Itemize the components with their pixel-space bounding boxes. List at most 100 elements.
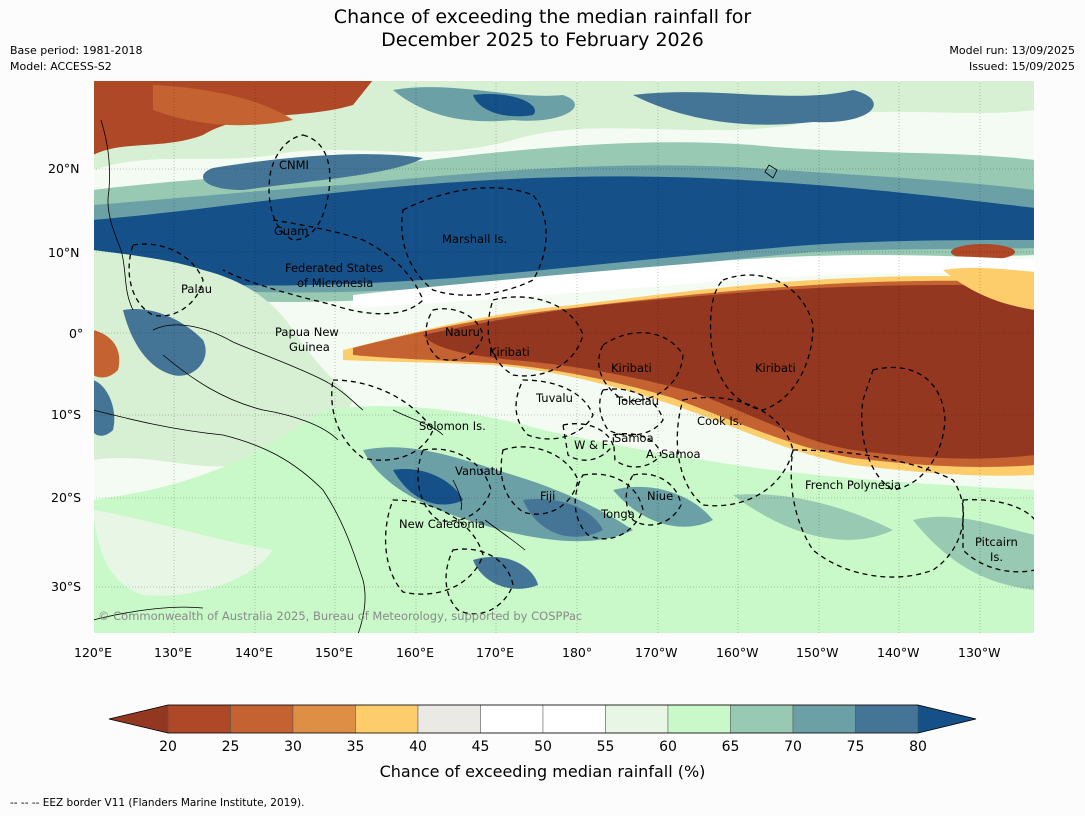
eez-kiribati-west xyxy=(487,296,584,377)
region-labels: CNMI Guam Marshall Is. Federated States … xyxy=(181,158,1018,564)
colorbar-segment-65-70 xyxy=(730,704,794,734)
eez-tonga xyxy=(574,473,644,540)
dry-east-edge xyxy=(943,267,1035,310)
small-dry-patch xyxy=(951,244,1015,260)
label-solomon: Solomon Is. xyxy=(419,419,486,433)
colorbar-tick: 65 xyxy=(722,739,740,755)
label-fsm-line-2: of Micronesia xyxy=(297,276,373,290)
label-tokelau: Tokelau xyxy=(615,394,659,408)
eez-wallis-futuna xyxy=(562,423,614,461)
meta-left: Base period: 1981-2018 Model: ACCESS-S2 xyxy=(10,43,142,75)
colorbar-segment-25-30 xyxy=(230,704,294,734)
eez-samoa xyxy=(612,433,662,468)
colorbar-tick: 70 xyxy=(784,739,802,755)
north-wet-patch-3 xyxy=(473,94,535,117)
eez-cook xyxy=(676,396,794,507)
label-new-caledonia: New Caledonia xyxy=(399,517,485,531)
north-wet-patch-2 xyxy=(633,90,874,125)
label-tonga: Tonga xyxy=(600,507,635,521)
label-french-polynesia: French Polynesia xyxy=(805,478,901,492)
lat-label-10n: 10°N xyxy=(48,245,80,260)
map-area: CNMI Guam Marshall Is. Federated States … xyxy=(93,80,1035,634)
north-west-dry-2 xyxy=(153,85,293,126)
colorbar-tick: 20 xyxy=(159,739,177,755)
colorbar-tick: 60 xyxy=(659,739,677,755)
lon-label-150w: 150°W xyxy=(796,645,839,660)
solomon-coast xyxy=(392,409,444,436)
title-line-1: Chance of exceeding the median rainfall … xyxy=(333,6,752,28)
colorbar-ticks: 20 25 30 35 40 45 50 55 60 65 70 75 80 xyxy=(159,739,927,755)
colorbar-segment-20-25 xyxy=(167,704,231,734)
colorbar-outline xyxy=(108,704,977,734)
lon-label-150e: 150°E xyxy=(315,645,354,660)
lat-label-20s: 20°S xyxy=(51,490,82,505)
lat-label-0: 0° xyxy=(69,326,84,341)
label-american-samoa: A. Samoa xyxy=(646,447,701,461)
label-vanuatu: Vanuatu xyxy=(455,464,502,478)
title-line-2: December 2025 to February 2026 xyxy=(381,29,704,51)
map-border xyxy=(93,80,1035,634)
lon-label-170w: 170°W xyxy=(635,645,678,660)
lon-label-170e: 170°E xyxy=(476,645,515,660)
wet-band-upper xyxy=(203,154,423,190)
new-guinea-south-coast xyxy=(162,354,339,441)
colorbar-segment-75-80 xyxy=(855,704,919,734)
eez-solomon xyxy=(331,379,434,461)
label-kiribati-central: Kiribati xyxy=(611,361,652,375)
lon-label-160w: 160°W xyxy=(716,645,759,660)
colorbar-title: Chance of exceeding median rainfall (%) xyxy=(379,762,706,781)
colorbar-tick: 50 xyxy=(534,739,552,755)
colorbar-tick: 80 xyxy=(909,739,927,755)
eez-palau xyxy=(128,243,204,317)
label-cnmi: CNMI xyxy=(279,158,309,172)
colorbar-tick: 30 xyxy=(284,739,302,755)
white-gap xyxy=(353,255,1035,308)
label-wallis-futuna: W & F xyxy=(574,438,608,452)
eez-tuvalu xyxy=(515,379,594,440)
colorbar-segment-35-40 xyxy=(355,704,419,734)
label-kiribati-east: Kiribati xyxy=(755,361,796,375)
colorbar: 20 25 30 35 40 45 50 55 60 65 70 75 80 xyxy=(108,704,977,755)
eez-footnote: -- -- -- EEZ border V11 (Flanders Marine… xyxy=(10,797,305,809)
lon-label-180: 180° xyxy=(562,645,593,660)
model-run: Model run: 13/09/2025 xyxy=(949,44,1075,57)
vanuatu-coast xyxy=(452,479,462,511)
new-guinea-coast xyxy=(152,324,364,411)
australia-coast xyxy=(93,409,366,634)
eez-norfolk xyxy=(445,548,514,615)
label-cook: Cook Is. xyxy=(697,414,742,428)
eez-niue xyxy=(625,473,682,526)
base-period: Base period: 1981-2018 xyxy=(10,44,143,57)
label-niue: Niue xyxy=(647,489,673,503)
lon-label-140e: 140°E xyxy=(235,645,274,660)
colorbar-segment-60-65 xyxy=(667,704,731,734)
eez-kiribati-east xyxy=(709,274,814,411)
eez-vanuatu xyxy=(417,448,492,522)
eez-marshall xyxy=(401,187,547,296)
label-fsm-line-1: Federated States xyxy=(285,261,383,275)
hawaii-coast xyxy=(764,164,778,179)
colorbar-tick: 75 xyxy=(847,739,865,755)
colorbar-segment-30-35 xyxy=(292,704,356,734)
lat-label-10s: 10°S xyxy=(51,407,82,422)
label-pitcairn-line-2: Is. xyxy=(990,550,1003,564)
colorbar-segments xyxy=(108,704,977,734)
west-edge-wet xyxy=(93,380,115,436)
eez-borders xyxy=(128,134,1035,615)
south-west-pale xyxy=(93,510,273,596)
label-samoa: Samoa xyxy=(614,431,654,445)
colorbar-segment-55-60 xyxy=(605,704,669,734)
colorbar-segment-40-45 xyxy=(417,704,481,734)
label-palau: Palau xyxy=(181,282,212,296)
colorbar-segment-70-75 xyxy=(792,704,856,734)
copyright-credit: © Commonwealth of Australia 2025, Bureau… xyxy=(98,609,583,623)
colorbar-segment-50-55 xyxy=(542,704,606,734)
label-guam: Guam xyxy=(274,224,308,238)
colorbar-extend-low xyxy=(108,704,169,734)
lon-label-160e: 160°E xyxy=(396,645,435,660)
label-nauru: Nauru xyxy=(445,325,480,339)
label-tuvalu: Tuvalu xyxy=(535,391,573,405)
new-caledonia-coast xyxy=(484,519,526,551)
colorbar-tick: 25 xyxy=(222,739,240,755)
lon-label-140w: 140°W xyxy=(877,645,920,660)
